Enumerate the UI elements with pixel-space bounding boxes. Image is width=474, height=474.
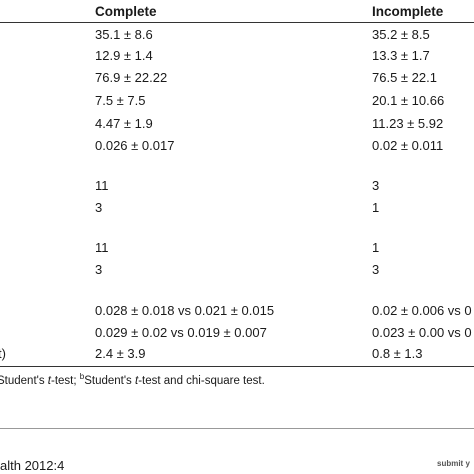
header-rule (0, 22, 474, 23)
footnote-text: Student's (0, 374, 48, 387)
footnote-text: Student's (84, 374, 136, 387)
footnote-italic: t (135, 374, 139, 387)
column-header: Complete (95, 4, 157, 19)
table-cell: 4.47 ± 1.9 (95, 116, 153, 131)
table-cell: 3 (95, 200, 103, 215)
table-cell: 11 (95, 240, 109, 255)
table-cell: 0.02 ± 0.011 (372, 138, 444, 153)
table-cell: 1 (372, 240, 380, 255)
table-cell: 11.23 ± 5.92 (372, 116, 444, 131)
table-cell: 0.8 ± 1.3 (372, 346, 423, 361)
table-cell: 76.9 ± 22.22 (95, 70, 168, 85)
footnote-text: -test and chi-square test. (138, 374, 265, 387)
column-header: Incomplete (372, 4, 444, 19)
table-cell: 35.2 ± 8.5 (372, 27, 430, 42)
table-cell: 0.026 ± 0.017 (95, 138, 175, 153)
submit-link: submit y (437, 459, 470, 468)
table-cell: 3 (372, 178, 380, 193)
table-cell: 76.5 ± 22.1 (372, 70, 437, 85)
row-label: t) (0, 346, 6, 361)
footer-rule (0, 428, 474, 429)
journal-citation: alth 2012:4 (0, 458, 65, 473)
table-cell: 1 (372, 200, 380, 215)
table-cell: 12.9 ± 1.4 (95, 48, 153, 63)
table-cell: 7.5 ± 7.5 (95, 93, 146, 108)
footnote-mark: b (79, 372, 85, 381)
table-cell: 11 (95, 178, 109, 193)
table-cell: 2.4 ± 3.9 (95, 346, 146, 361)
table-cell: 35.1 ± 8.6 (95, 27, 153, 42)
table-bottom-rule (0, 366, 474, 367)
table-cell: 3 (372, 262, 380, 277)
table-cell: 13.3 ± 1.7 (372, 48, 430, 63)
table-cell: 0.028 ± 0.018 vs 0.021 ± 0.015 (95, 303, 275, 318)
footnote-text: -test; (51, 374, 80, 387)
table-cell: 0.023 ± 0.00 vs 0 (372, 325, 472, 340)
table-cell: 0.029 ± 0.02 vs 0.019 ± 0.007 (95, 325, 267, 340)
footnote-italic: t (47, 374, 51, 387)
footnote: Student's t-test; bStudent's t-test and … (0, 372, 265, 387)
table-cell: 3 (95, 262, 103, 277)
table-cell: 0.02 ± 0.006 vs 0 (372, 303, 472, 318)
table-cell: 20.1 ± 10.66 (372, 93, 445, 108)
